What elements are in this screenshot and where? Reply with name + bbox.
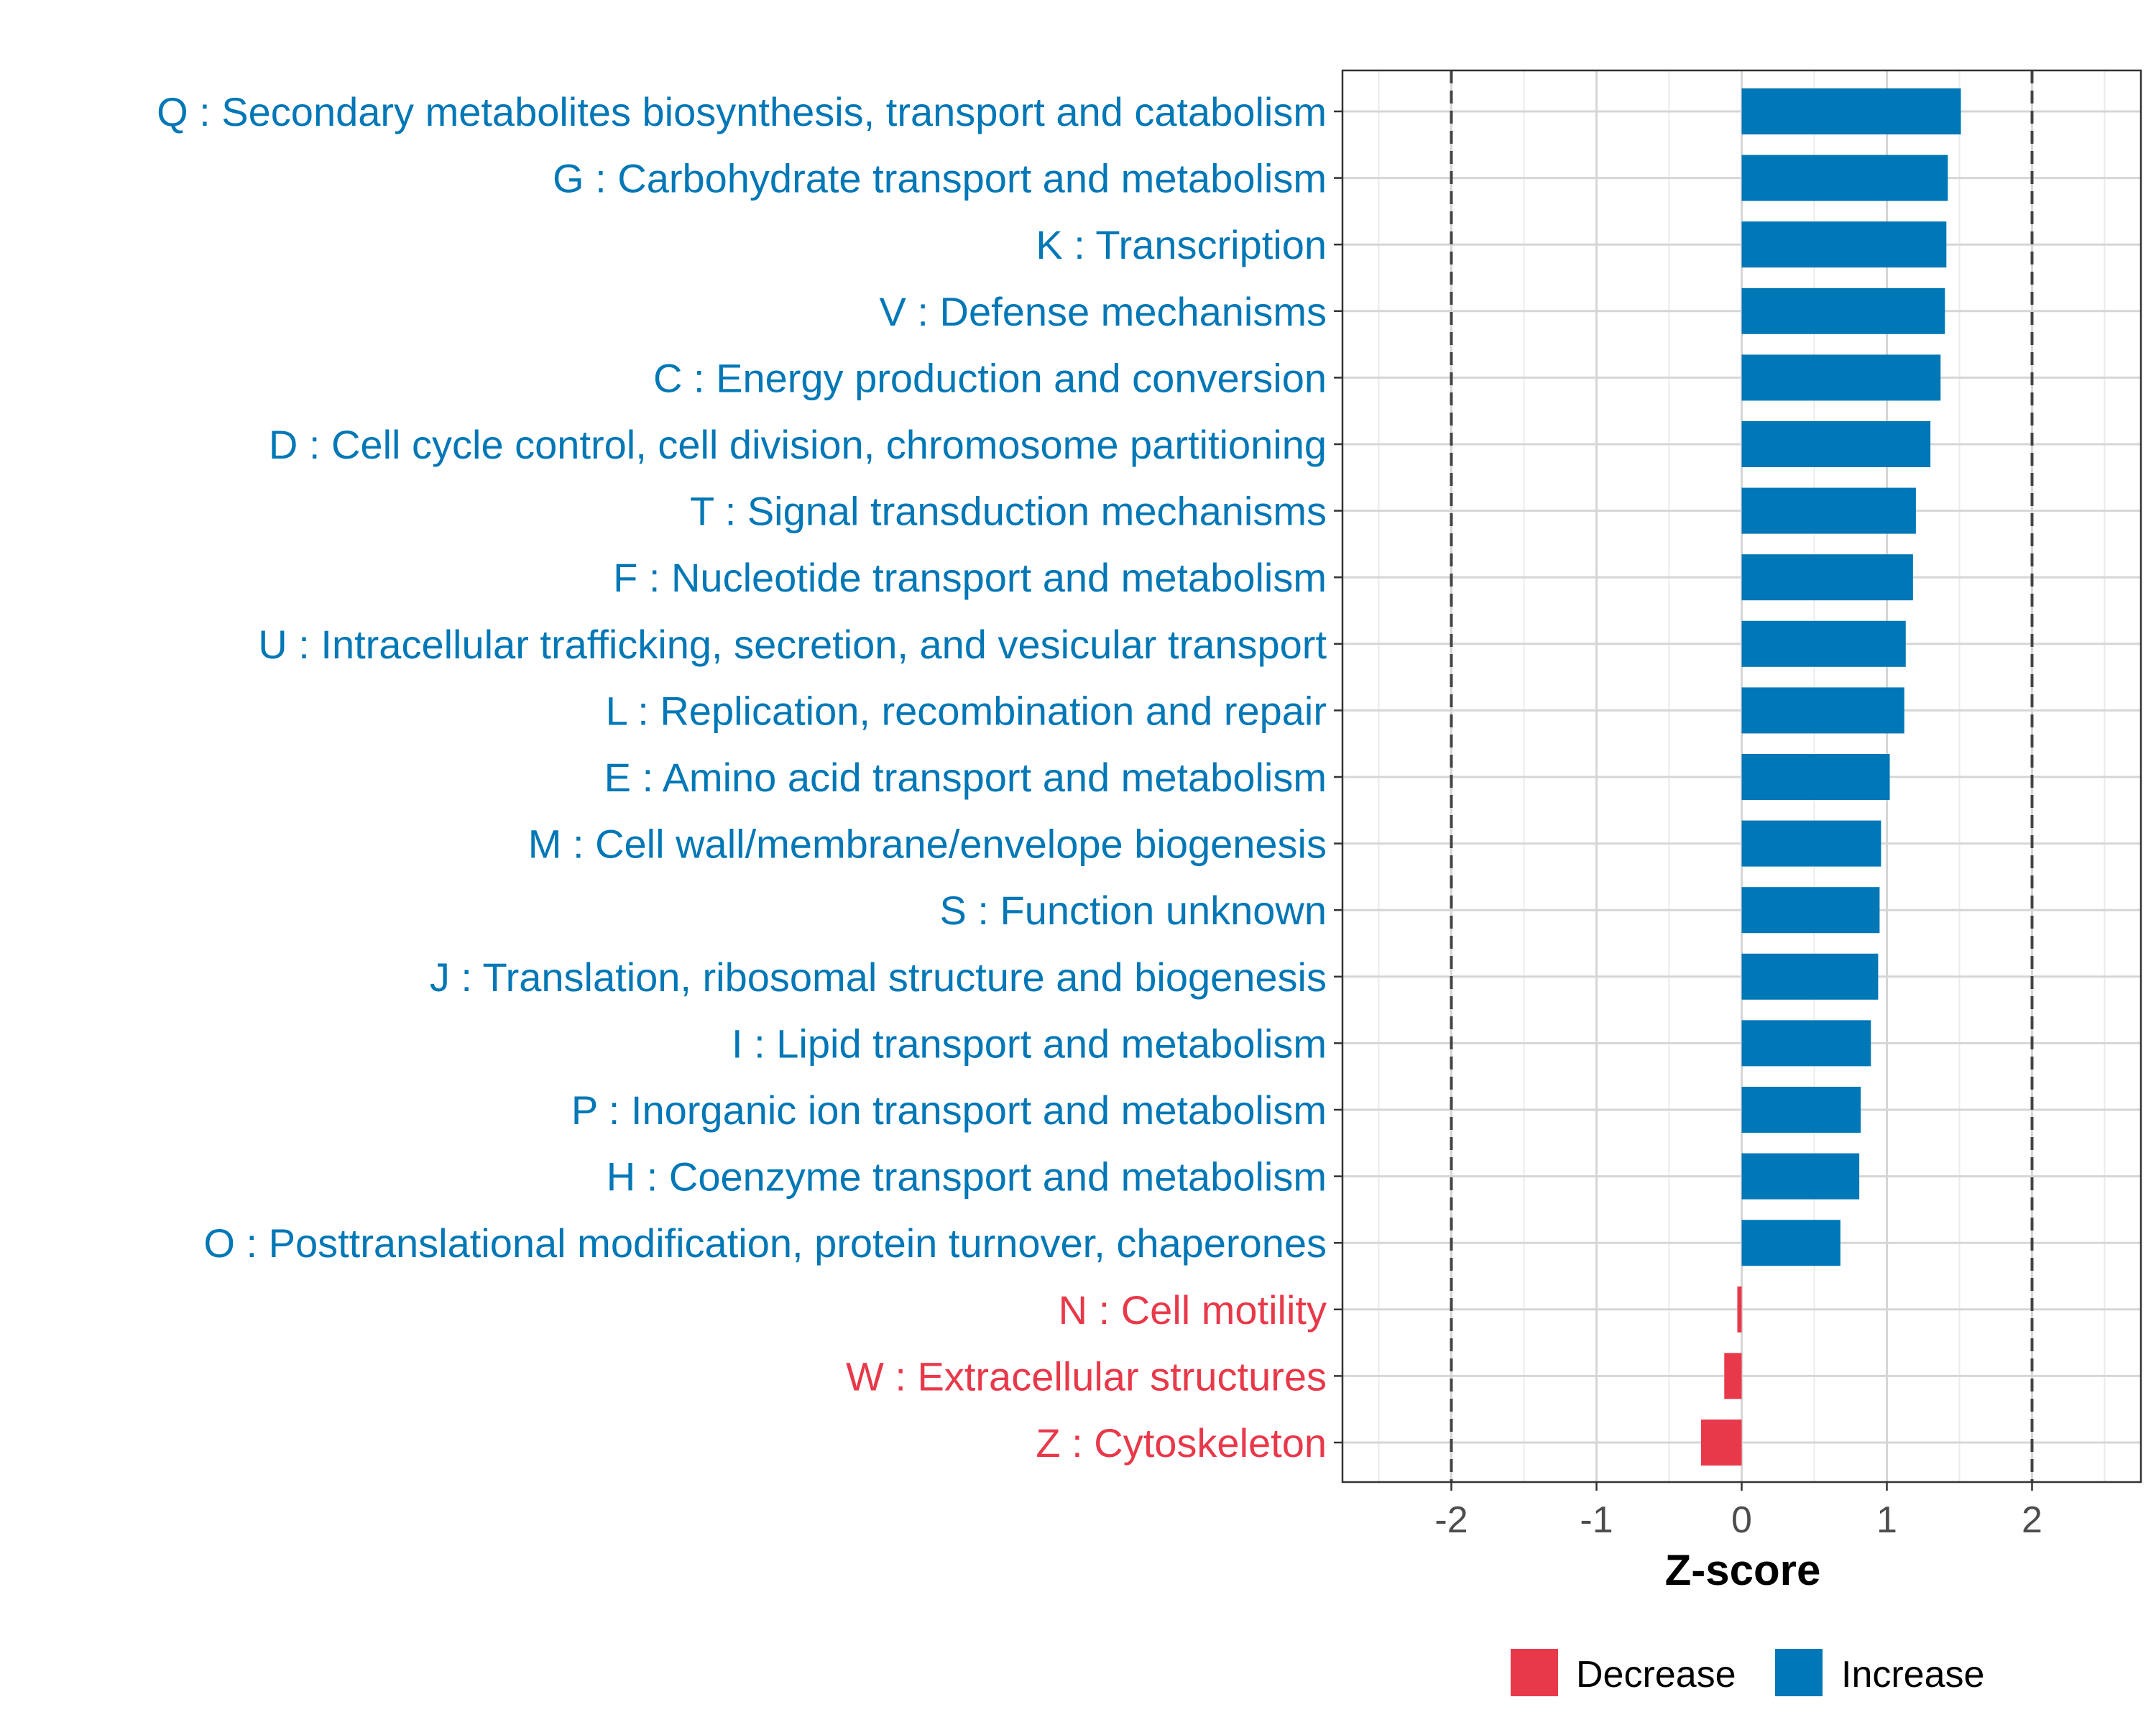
category-label: V : Defense mechanisms: [880, 289, 1327, 334]
x-axis-title: Z-score: [1665, 1546, 1821, 1594]
bar: [1741, 1220, 1841, 1266]
category-label: I : Lipid transport and metabolism: [732, 1021, 1327, 1066]
bar: [1741, 155, 1948, 201]
category-label: C : Energy production and conversion: [653, 355, 1327, 400]
category-label: H : Coenzyme transport and metabolism: [607, 1154, 1327, 1200]
category-label: F : Nucleotide transport and metabolism: [613, 555, 1327, 600]
reference-lines: [1450, 70, 2034, 1482]
bar: [1741, 288, 1945, 334]
category-label: U : Intracellular trafficking, secretion…: [258, 622, 1327, 667]
category-label: M : Cell wall/membrane/envelope biogenes…: [528, 822, 1327, 867]
bar: [1737, 1286, 1742, 1333]
bar: [1741, 620, 1906, 667]
bars: [1700, 88, 1961, 1466]
category-label: P : Inorganic ion transport and metaboli…: [571, 1087, 1327, 1133]
bar: [1741, 687, 1904, 734]
category-label: N : Cell motility: [1059, 1287, 1327, 1333]
category-label: S : Function unknown: [939, 888, 1327, 933]
bar: [1741, 1087, 1861, 1133]
bar: [1741, 354, 1941, 401]
category-label: D : Cell cycle control, cell division, c…: [269, 422, 1327, 467]
bar: [1724, 1353, 1742, 1399]
bar: [1741, 754, 1890, 800]
x-tick-label: -1: [1580, 1499, 1613, 1541]
bar: [1741, 487, 1916, 534]
category-label: T : Signal transduction mechanisms: [690, 489, 1327, 534]
bar: [1741, 1153, 1860, 1200]
bar: [1741, 820, 1881, 867]
category-label: Q : Secondary metabolites biosynthesis, …: [157, 89, 1327, 134]
bar: [1741, 1020, 1871, 1067]
x-axis: -2 -1 0 1 2: [1434, 1482, 2042, 1541]
bar: [1741, 554, 1913, 601]
category-label: J : Translation, ribosomal structure and…: [430, 954, 1327, 1000]
bar: [1741, 953, 1879, 1000]
bar: [1741, 887, 1880, 934]
category-label: L : Replication, recombination and repai…: [606, 688, 1327, 733]
x-tick-label: 1: [1876, 1499, 1897, 1541]
category-label: E : Amino acid transport and metabolism: [604, 755, 1327, 800]
bar: [1741, 221, 1947, 268]
x-tick-label: 0: [1731, 1499, 1752, 1541]
legend-label-decrease: Decrease: [1576, 1654, 1736, 1696]
category-label: G : Carbohydrate transport and metabolis…: [553, 156, 1327, 201]
bar: [1700, 1420, 1742, 1466]
bar: [1741, 88, 1961, 134]
y-axis: Q : Secondary metabolites biosynthesis, …: [157, 89, 1342, 1466]
legend-key-increase: [1775, 1649, 1823, 1696]
category-label: Z : Cytoskeleton: [1036, 1420, 1327, 1466]
legend-key-decrease: [1511, 1649, 1558, 1696]
legend-label-increase: Increase: [1841, 1654, 1984, 1696]
category-label: O : Posttranslational modification, prot…: [203, 1220, 1327, 1266]
category-label: W : Extracellular structures: [846, 1353, 1327, 1399]
bar: [1741, 421, 1931, 467]
legend: Decrease Increase: [1511, 1649, 1984, 1696]
x-tick-label: -2: [1434, 1499, 1468, 1541]
x-tick-label: 2: [2022, 1499, 2042, 1541]
category-label: K : Transcription: [1036, 222, 1327, 267]
